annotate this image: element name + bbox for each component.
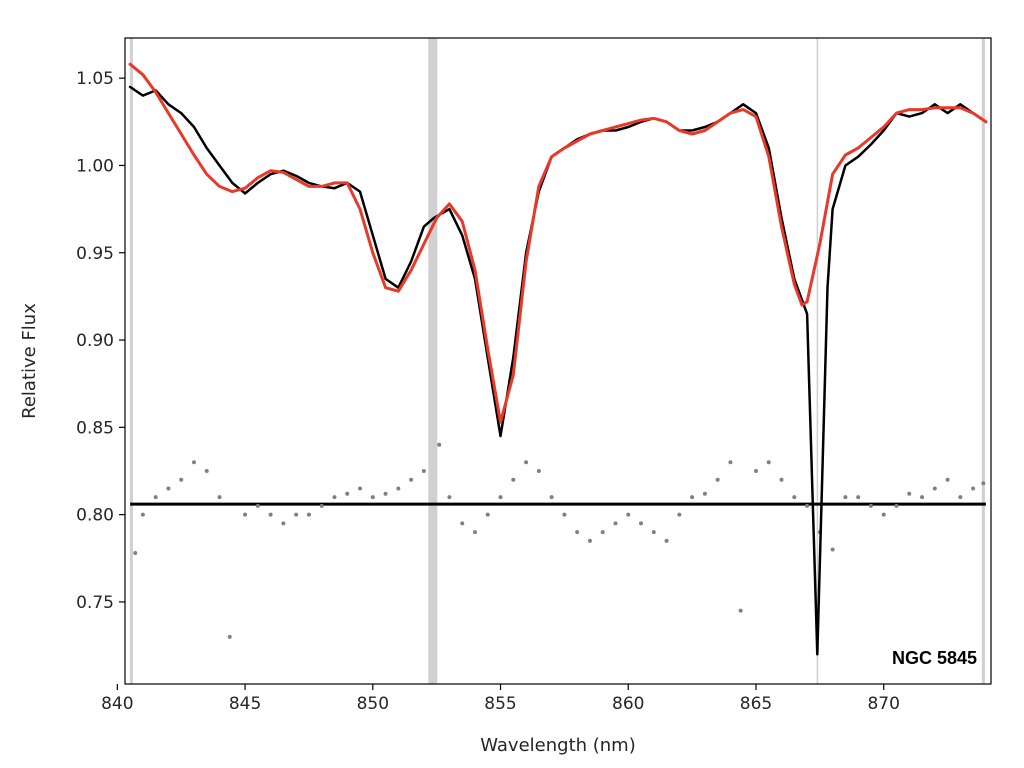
residual-point (738, 608, 743, 613)
y-tick-label: 1.05 (76, 69, 114, 89)
residual-point (191, 460, 196, 465)
residual-point (447, 495, 452, 500)
residual-point (651, 530, 656, 535)
residual-point (536, 468, 541, 473)
residual-point (728, 460, 733, 465)
model-fit-line (128, 62, 988, 424)
mask-band-2 (816, 38, 819, 684)
residual-point (485, 512, 490, 517)
y-tick-label: 0.75 (76, 593, 114, 613)
mask-band-0 (129, 38, 133, 684)
residual-point (383, 491, 388, 496)
residual-point (217, 495, 222, 500)
residual-point (907, 491, 912, 496)
residual-point (600, 530, 605, 535)
residual-point (227, 634, 232, 639)
plot-frame (124, 37, 992, 685)
residual-point (179, 477, 184, 482)
x-tick-label: 845 (229, 694, 261, 714)
residual-point (524, 460, 529, 465)
residual-point (981, 481, 986, 486)
residual-point (830, 547, 835, 552)
residual-point (626, 512, 631, 517)
mask-band-3 (981, 38, 985, 684)
observed-spectrum (128, 85, 988, 656)
observed-spectrum-line (128, 85, 988, 656)
residual-point (243, 512, 248, 517)
residual-point (843, 495, 848, 500)
y-tick-label: 0.85 (76, 418, 114, 438)
residual-point (133, 551, 138, 556)
residual-points (133, 442, 986, 639)
residual-point (562, 512, 567, 517)
residual-point (971, 486, 976, 491)
residual-point (805, 503, 810, 508)
y-axis-ticks: 0.75 0.80 0.85 0.90 0.95 1.00 1.05 (76, 69, 125, 613)
x-axis-label: Wavelength (nm) (480, 735, 636, 756)
residual-point (370, 495, 375, 500)
residual-point (856, 495, 861, 500)
residual-point (894, 503, 899, 508)
x-tick-label: 865 (740, 694, 772, 714)
residual-point (779, 477, 784, 482)
residual-point (920, 495, 925, 500)
residual-point (639, 521, 644, 526)
residual-point (715, 477, 720, 482)
x-tick-label: 840 (101, 694, 133, 714)
residual-point (677, 512, 682, 517)
y-tick-label: 0.90 (76, 331, 114, 351)
residual-point (396, 486, 401, 491)
residual-point (575, 530, 580, 535)
residual-point (281, 521, 286, 526)
residual-point (690, 495, 695, 500)
y-axis-label: Relative Flux (19, 303, 40, 419)
residual-point (306, 512, 311, 517)
x-tick-label: 870 (867, 694, 899, 714)
residual-point (345, 491, 350, 496)
residual-point (437, 442, 442, 447)
residual-point (319, 503, 324, 508)
residual-point (294, 512, 299, 517)
residual-point (460, 521, 465, 526)
residual-point (204, 468, 209, 473)
residual-point (421, 468, 426, 473)
residual-point (358, 486, 363, 491)
y-tick-label: 0.80 (76, 506, 114, 526)
residual-point (153, 495, 158, 500)
masked-regions (129, 38, 985, 684)
residual-point (753, 468, 758, 473)
residual-point (868, 503, 873, 508)
residual-point (702, 491, 707, 496)
y-tick-label: 1.00 (76, 156, 114, 176)
residual-point (549, 495, 554, 500)
model-fit (128, 62, 988, 424)
residual-point (881, 512, 886, 517)
galaxy-label: NGC 5845 (892, 648, 977, 668)
residual-point (166, 486, 171, 491)
x-tick-label: 850 (357, 694, 389, 714)
residual-point (472, 530, 477, 535)
residual-point (511, 477, 516, 482)
x-tick-label: 855 (484, 694, 516, 714)
residual-point (932, 486, 937, 491)
residual-point (498, 495, 503, 500)
residual-point (958, 495, 963, 500)
residual-point (664, 538, 669, 543)
residual-point (255, 503, 260, 508)
mask-band-1 (428, 38, 438, 684)
residual-point (409, 477, 414, 482)
residual-point (140, 512, 145, 517)
residual-point (268, 512, 273, 517)
residual-point (945, 477, 950, 482)
x-tick-label: 860 (612, 694, 644, 714)
residual-point (613, 521, 618, 526)
residual-point (587, 538, 592, 543)
residual-point (766, 460, 771, 465)
residual-point (792, 495, 797, 500)
y-tick-label: 0.95 (76, 244, 114, 264)
residual-point (332, 495, 337, 500)
x-axis-ticks: 840 845 850 855 860 865 870 (101, 684, 900, 714)
